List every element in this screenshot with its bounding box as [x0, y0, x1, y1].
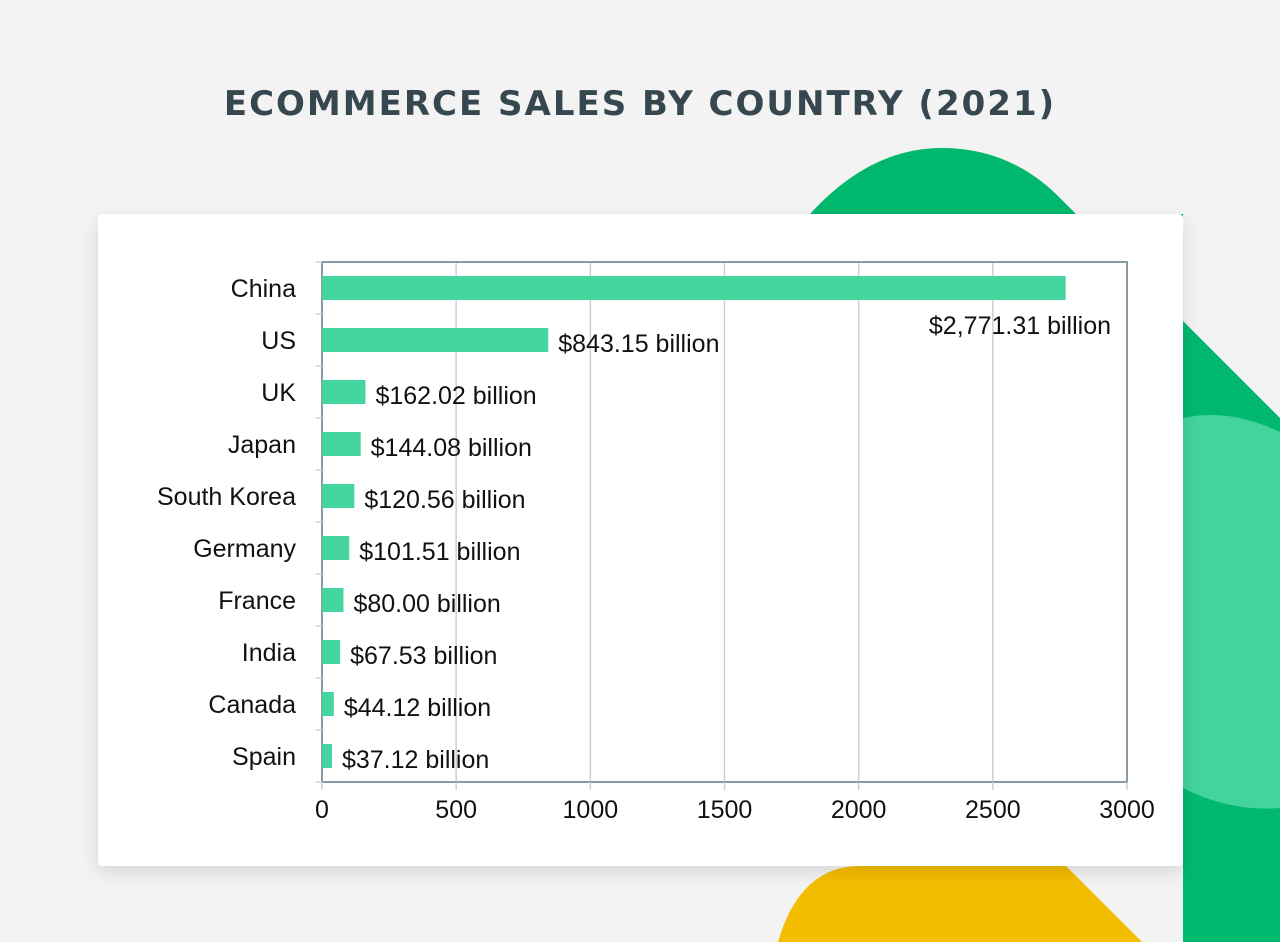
data-label: $80.00 billion [353, 590, 500, 618]
category-label: Canada [208, 691, 296, 719]
category-label: India [242, 639, 296, 667]
category-label: Japan [228, 431, 296, 459]
data-label: $2,771.31 billion [929, 312, 1111, 340]
x-tick-label: 0 [315, 796, 329, 824]
data-label: $144.08 billion [371, 434, 532, 462]
x-tick-label: 500 [435, 796, 477, 824]
x-tick-label: 2500 [965, 796, 1021, 824]
data-label: $37.12 billion [342, 746, 489, 774]
category-label: Germany [193, 535, 296, 563]
data-label: $67.53 billion [350, 642, 497, 670]
bar-france [322, 588, 344, 612]
bar-spain [322, 744, 332, 768]
category-label: South Korea [157, 483, 296, 511]
category-label: China [231, 275, 296, 303]
data-label: $120.56 billion [364, 486, 525, 514]
category-label: France [218, 587, 296, 615]
x-tick-label: 3000 [1099, 796, 1155, 824]
bar-uk [322, 380, 366, 404]
data-label: $44.12 billion [344, 694, 491, 722]
data-label: $162.02 billion [375, 382, 536, 410]
data-label: $843.15 billion [558, 330, 719, 358]
category-label: US [261, 327, 296, 355]
chart-title: ECOMMERCE SALES BY COUNTRY (2021) [223, 84, 1057, 124]
bar-us [322, 328, 549, 352]
x-tick-label: 1500 [697, 796, 753, 824]
light-green-semicircle-shape [1183, 415, 1280, 809]
bar-south-korea [322, 484, 355, 508]
bar-germany [322, 536, 350, 560]
data-label: $101.51 billion [359, 538, 520, 566]
x-tick-label: 2000 [831, 796, 887, 824]
chart-card [98, 214, 1183, 866]
category-label: Spain [232, 743, 296, 771]
bar-india [322, 640, 341, 664]
bar-japan [322, 432, 361, 456]
x-tick-label: 1000 [563, 796, 619, 824]
category-label: UK [261, 379, 296, 407]
bar-canada [322, 692, 334, 716]
yellow-blob-shape [778, 866, 1142, 942]
bar-china [322, 276, 1066, 300]
